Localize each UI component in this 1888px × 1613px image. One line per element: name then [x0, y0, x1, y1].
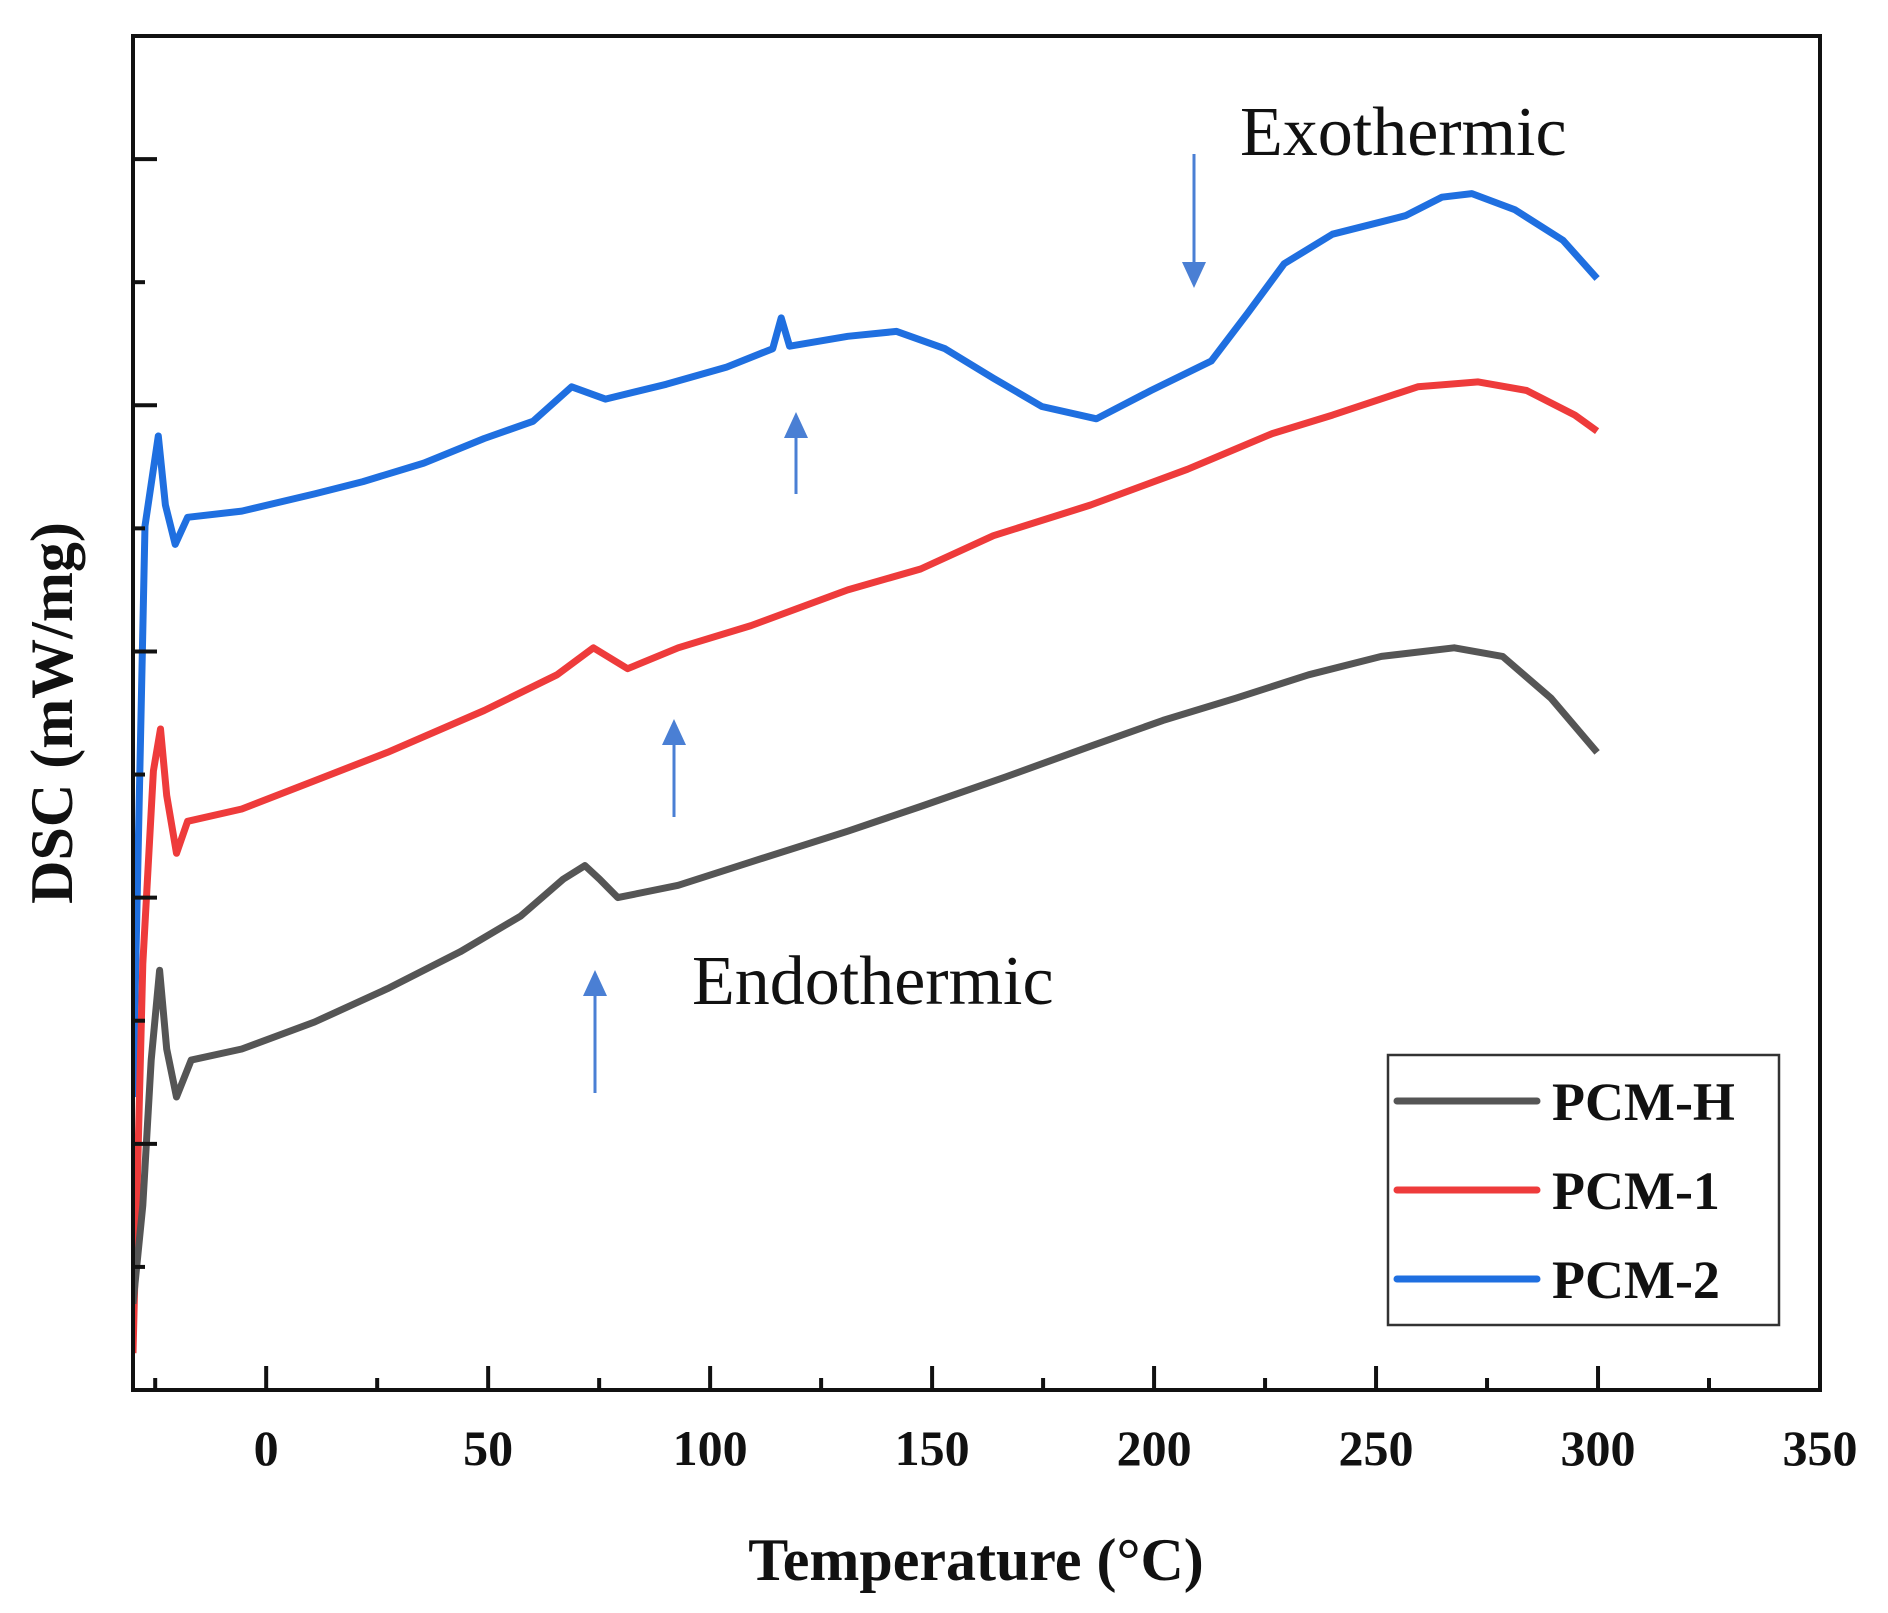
ticks-layer: 0 50 100 150 200 250 300 350: [133, 157, 1858, 1476]
x-axis-title: Temperature (°C): [748, 1527, 1204, 1593]
x-tick-label: 100: [673, 1420, 748, 1476]
exothermic-arrow-icon: [1182, 154, 1206, 288]
pcm1-endotherm-arrow-icon: [662, 719, 686, 817]
y-axis-title: DSC (mW/mg): [19, 522, 85, 904]
legend: PCM-H PCM-1 PCM-2: [1386, 1053, 1781, 1327]
x-tick-label: 50: [463, 1420, 513, 1476]
x-tick-label: 150: [895, 1420, 970, 1476]
x-tick-label: 200: [1117, 1420, 1192, 1476]
legend-label-pcm-2: PCM-2: [1552, 1250, 1720, 1310]
pcm2-endotherm-arrow-icon: [784, 412, 808, 494]
legend-label-pcm-1: PCM-1: [1552, 1161, 1720, 1221]
x-tick-label: 350: [1783, 1420, 1858, 1476]
plot-frame: [131, 34, 1822, 1392]
x-tick-label: 0: [254, 1420, 279, 1476]
annotation-endothermic: Endothermic: [692, 943, 1054, 1020]
series-line-pcm-2: [133, 190, 1600, 1098]
legend-label-pcm-h: PCM-H: [1552, 1072, 1735, 1132]
x-tick-label: 300: [1561, 1420, 1636, 1476]
x-tick-label: 250: [1339, 1420, 1414, 1476]
series-line-pcm-1: [133, 378, 1600, 1354]
series-layer: [133, 190, 1600, 1354]
series-line-pcm-h: [133, 644, 1600, 1305]
annotation-exothermic: Exothermic: [1240, 94, 1567, 171]
pcmh-endotherm-arrow-icon: [583, 970, 607, 1093]
annotation-arrows: [583, 154, 1206, 1093]
